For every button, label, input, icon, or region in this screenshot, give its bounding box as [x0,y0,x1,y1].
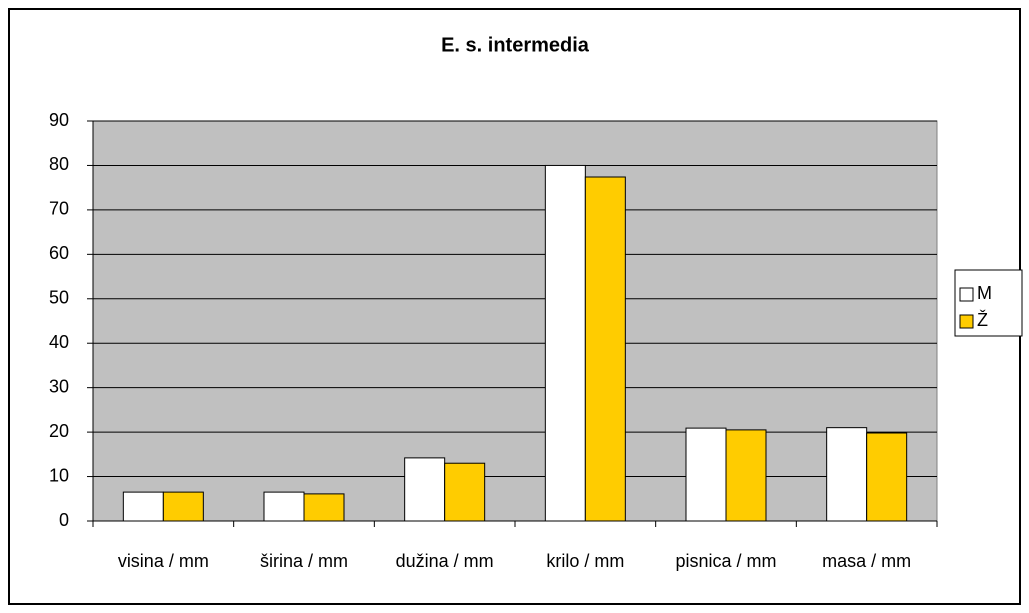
bar [263,491,305,522]
x-tick-label: širina / mm [259,551,348,571]
legend-label: Ž [977,310,988,330]
bar [866,432,908,522]
bar [162,491,204,522]
x-tick-label: masa / mm [822,551,912,571]
y-tick-label: 90 [49,110,69,130]
y-tick-label: 20 [49,421,69,441]
bar [444,462,486,522]
y-tick-label: 40 [49,332,69,352]
x-tick-label: dužina / mm [395,551,494,571]
y-tick-label: 70 [49,199,69,219]
legend-swatch [959,314,974,329]
bar [544,164,586,522]
bar [122,491,164,522]
bar [725,429,767,522]
bar [404,457,446,522]
bar [303,493,345,522]
bar [685,427,727,522]
y-tick-label: 60 [49,243,69,263]
plot-area [92,120,938,522]
legend-swatch [959,287,974,302]
legend-label: M [977,283,992,303]
x-tick-label: pisnica / mm [675,551,777,571]
y-tick-label: 30 [49,376,69,396]
y-tick-label: 10 [49,465,69,485]
bar [826,427,868,522]
x-tick-label: krilo / mm [546,551,625,571]
y-tick-label: 0 [59,510,69,530]
bar [584,176,626,522]
chart-title: E. s. intermedia [441,34,590,56]
y-tick-label: 80 [49,154,69,174]
y-tick-label: 50 [49,288,69,308]
x-tick-label: visina / mm [117,551,209,571]
